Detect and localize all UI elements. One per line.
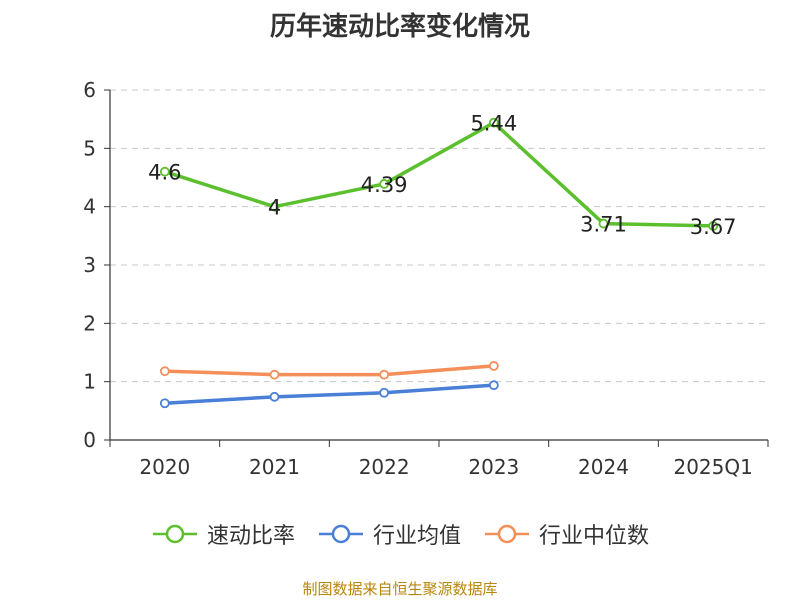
y-tick-label: 4 bbox=[83, 195, 96, 219]
data-source-note: 制图数据来自恒生聚源数据库 bbox=[302, 580, 498, 598]
legend-line-icon bbox=[485, 524, 529, 544]
y-tick-label: 1 bbox=[83, 370, 96, 394]
legend-label-industry-mean: 行业均值 bbox=[372, 524, 461, 549]
data-point bbox=[159, 166, 170, 177]
data-label: 5.44 bbox=[470, 112, 517, 136]
y-tick-label: 3 bbox=[83, 253, 96, 277]
data-point bbox=[269, 201, 280, 212]
data-label: 3.71 bbox=[580, 213, 627, 237]
y-tick-label: 5 bbox=[83, 136, 96, 160]
data-point bbox=[379, 369, 390, 380]
data-label: 4.39 bbox=[361, 173, 408, 197]
legend: 速动比率 行业均值 行业中位数 bbox=[0, 518, 800, 550]
x-tick-label: 2021 bbox=[249, 455, 300, 479]
series-line bbox=[164, 383, 494, 405]
data-point bbox=[159, 366, 170, 377]
data-point bbox=[379, 387, 390, 398]
series-line bbox=[164, 120, 714, 228]
data-point bbox=[488, 117, 499, 128]
legend-item-industry-median[interactable]: 行业中位数 bbox=[483, 518, 649, 550]
series-line bbox=[164, 364, 494, 377]
x-tick-label: 2020 bbox=[139, 455, 190, 479]
legend-line-icon bbox=[152, 524, 197, 544]
chart-title: 历年速动比率变化情况 bbox=[269, 12, 530, 42]
data-point bbox=[269, 391, 280, 402]
data-label: 4 bbox=[268, 196, 281, 220]
legend-item-quick-ratio[interactable]: 速动比率 bbox=[151, 518, 295, 550]
x-tick-label: 2024 bbox=[578, 455, 629, 479]
legend-line-icon bbox=[318, 524, 363, 544]
y-tick-label: 6 bbox=[83, 78, 96, 102]
data-point bbox=[598, 218, 609, 229]
x-tick-label: 2025Q1 bbox=[673, 455, 752, 479]
data-label: 4.6 bbox=[148, 161, 181, 185]
x-tick-label: 2023 bbox=[468, 455, 519, 479]
legend-label-industry-median: 行业中位数 bbox=[539, 524, 650, 549]
data-point bbox=[488, 361, 499, 371]
x-tick-label: 2022 bbox=[359, 455, 410, 479]
data-point bbox=[488, 380, 499, 391]
y-tick-label: 0 bbox=[83, 428, 96, 452]
data-point bbox=[159, 398, 170, 409]
data-point bbox=[269, 369, 280, 380]
data-label: 3.67 bbox=[690, 215, 737, 239]
legend-label-quick-ratio: 速动比率 bbox=[206, 524, 295, 549]
legend-item-industry-mean[interactable]: 行业均值 bbox=[317, 518, 461, 550]
data-point bbox=[708, 221, 719, 231]
y-tick-label: 2 bbox=[83, 311, 96, 335]
data-point bbox=[379, 179, 390, 189]
